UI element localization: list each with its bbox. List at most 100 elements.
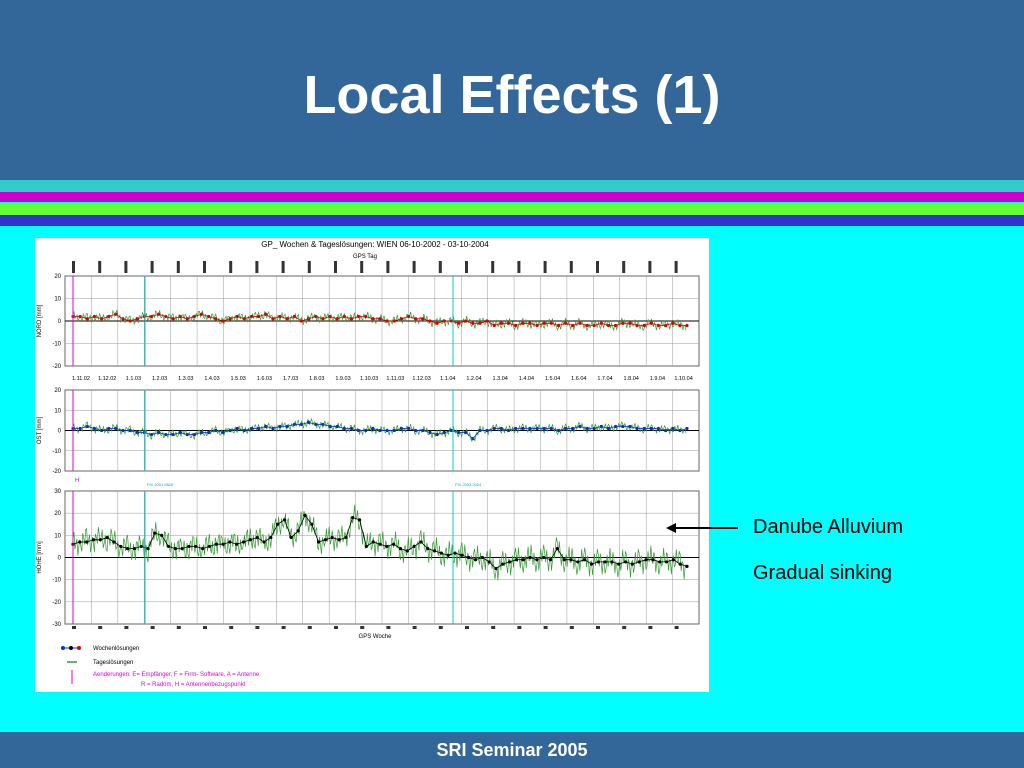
- bottom-tick-mark: [386, 626, 391, 629]
- date-tick-label: 1.6.03: [257, 376, 272, 382]
- weekly-point: [499, 321, 503, 325]
- weekly-point: [78, 426, 82, 431]
- weekly-point: [192, 314, 196, 319]
- weekly-point: [98, 538, 102, 542]
- top-tick-mark: [255, 261, 259, 273]
- weekly-point: [421, 428, 425, 433]
- weekly-point: [664, 560, 669, 564]
- weekly-point: [506, 321, 511, 325]
- weekly-point: [282, 518, 287, 522]
- bottom-axis-label: GPS Woche: [359, 634, 393, 640]
- date-tick-label: 1.11.02: [72, 376, 90, 382]
- weekly-point: [628, 321, 632, 325]
- title-bar: Local Effects (1): [0, 0, 1024, 180]
- top-tick-mark: [360, 261, 364, 273]
- weekly-point: [180, 547, 184, 551]
- date-tick-label: 1.12.02: [98, 376, 116, 382]
- daily-series-line: [72, 504, 687, 581]
- top-tick-mark: [465, 261, 468, 273]
- weekly-point: [199, 312, 204, 316]
- top-tick-mark: [334, 261, 337, 273]
- change-label: H: [75, 478, 79, 484]
- weekly-point: [139, 544, 143, 549]
- weekly-point: [405, 549, 409, 553]
- weekly-point: [542, 321, 546, 325]
- weekly-point: [564, 426, 568, 431]
- weekly-point: [378, 428, 382, 433]
- annotation-danube: Danube Alluvium: [753, 516, 904, 538]
- y-tick-label: 20: [54, 511, 61, 517]
- weekly-point: [485, 428, 489, 433]
- weekly-point: [621, 321, 625, 325]
- weekly-point: [121, 428, 125, 433]
- weekly-point: [644, 558, 648, 562]
- legend-weekly-dot: [77, 646, 81, 650]
- weekly-point: [356, 314, 361, 319]
- weekly-point: [578, 424, 582, 429]
- weekly-point: [105, 535, 109, 540]
- weekly-point: [392, 542, 396, 546]
- weekly-point: [330, 535, 334, 540]
- weekly-point: [506, 428, 511, 433]
- date-tick-label: 1.1.03: [126, 376, 141, 382]
- weekly-point: [160, 533, 164, 537]
- weekly-point: [671, 321, 675, 325]
- weekly-point: [199, 430, 204, 435]
- y-tick-label: -10: [52, 342, 61, 348]
- date-tick-label: 1.7.03: [283, 376, 298, 382]
- chart-title: GP_ Wochen & Tageslösungen: WIEN 06-10-2…: [261, 240, 489, 249]
- y-tick-label: 20: [54, 274, 61, 280]
- weekly-point: [242, 317, 246, 321]
- top-tick-mark: [72, 261, 75, 273]
- weekly-point: [351, 516, 355, 520]
- weekly-point: [385, 428, 389, 433]
- weekly-point: [349, 426, 354, 431]
- weekly-point: [421, 317, 425, 321]
- weekly-point: [637, 560, 641, 564]
- daily-series-line: [72, 309, 687, 332]
- weekly-point: [235, 314, 239, 319]
- bottom-tick-mark: [281, 626, 286, 629]
- weekly-point: [501, 562, 505, 566]
- weekly-point: [428, 319, 432, 323]
- weekly-point: [521, 558, 525, 562]
- weekly-point: [428, 430, 432, 435]
- weekly-point: [99, 428, 104, 433]
- y-tick-label: 10: [54, 297, 61, 303]
- date-tick-label: 1.4.03: [204, 376, 219, 382]
- weekly-point: [599, 424, 603, 429]
- weekly-point: [132, 547, 136, 551]
- weekly-point: [278, 314, 282, 319]
- stripe-green: [0, 203, 1024, 215]
- y-axis-label: HÖHE [mm]: [36, 541, 43, 574]
- date-tick-label: 1.5.04: [545, 376, 560, 382]
- legend-change-label-2: R = Radom, H = Antennenbezugspunkt: [141, 682, 246, 688]
- weekly-point: [242, 428, 246, 433]
- weekly-point: [385, 544, 389, 549]
- weekly-point: [121, 317, 125, 321]
- weekly-point: [317, 540, 321, 544]
- weekly-point: [299, 319, 304, 323]
- weekly-point: [194, 544, 198, 549]
- weekly-point: [442, 430, 446, 435]
- weekly-point: [649, 426, 653, 431]
- weekly-point: [642, 426, 646, 431]
- weekly-point: [651, 558, 655, 562]
- weekly-point: [185, 432, 189, 437]
- date-tick-label: 1.1.04: [440, 376, 455, 382]
- weekly-point: [207, 544, 212, 549]
- weekly-point: [257, 426, 261, 431]
- weekly-point: [435, 321, 439, 325]
- weekly-point: [492, 323, 496, 328]
- date-tick-label: 1.12.03: [412, 376, 430, 382]
- weekly-point: [173, 547, 177, 551]
- legend-daily-label: Tageslösungen: [93, 660, 133, 666]
- weekly-point: [592, 426, 596, 431]
- top-tick-mark: [412, 261, 416, 273]
- y-tick-label: 10: [54, 533, 61, 539]
- weekly-point: [166, 544, 171, 549]
- weekly-point: [314, 314, 318, 319]
- weekly-point: [492, 426, 496, 431]
- weekly-point: [149, 432, 154, 437]
- top-tick-mark: [281, 261, 285, 273]
